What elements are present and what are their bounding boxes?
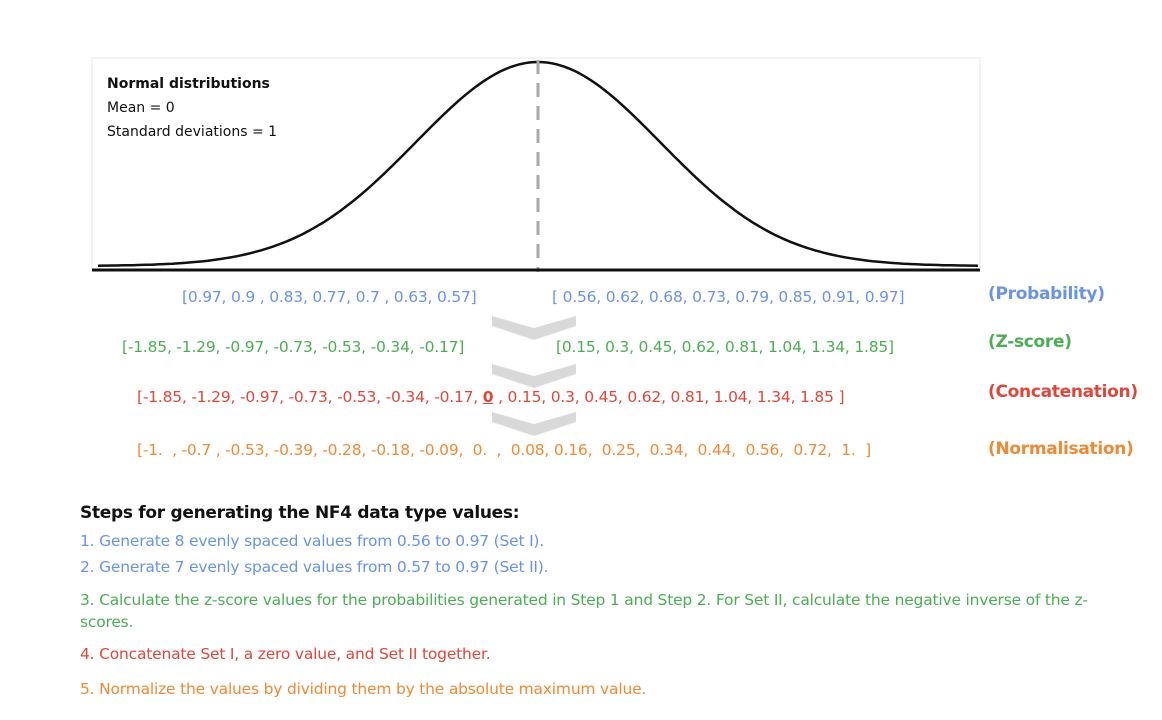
chevron-down-icon (492, 412, 576, 436)
concatenation-set-one: [-1.85, -1.29, -0.97, -0.73, -0.53, -0.3… (137, 388, 483, 406)
normalisation-label: (Normalisation) (988, 439, 1134, 459)
normalisation-values: [-1. , -0.7 , -0.53, -0.39, -0.28, -0.18… (137, 441, 871, 459)
concatenation-values: [-1.85, -1.29, -0.97, -0.73, -0.53, -0.3… (137, 388, 845, 406)
probability-left: [0.97, 0.9 , 0.83, 0.77, 0.7 , 0.63, 0.5… (182, 288, 477, 306)
step-2: 2. Generate 7 evenly spaced values from … (80, 558, 549, 576)
chevron-down-icon (492, 364, 576, 388)
probability-right: [ 0.56, 0.62, 0.68, 0.73, 0.79, 0.85, 0.… (552, 288, 905, 306)
zscore-label: (Z-score) (988, 332, 1072, 352)
step-3: 3. Calculate the z-score values for the … (80, 591, 1088, 631)
step-4: 4. Concatenate Set I, a zero value, and … (80, 645, 491, 663)
legend-std: Standard deviations = 1 (107, 124, 278, 140)
legend: Normal distributions Mean = 0 Standard d… (107, 72, 277, 144)
step-5: 5. Normalize the values by dividing them… (80, 680, 647, 698)
zscore-right: [0.15, 0.3, 0.45, 0.62, 0.81, 1.04, 1.34… (556, 338, 894, 356)
concatenation-set-two: , 0.15, 0.3, 0.45, 0.62, 0.81, 1.04, 1.3… (493, 388, 845, 406)
step-1: 1. Generate 8 evenly spaced values from … (80, 532, 545, 550)
normal-distribution-plot (91, 57, 981, 272)
steps-title: Steps for generating the NF4 data type v… (80, 503, 520, 523)
legend-mean: Mean = 0 (107, 100, 175, 116)
probability-label: (Probability) (988, 284, 1105, 304)
zscore-left: [-1.85, -1.29, -0.97, -0.73, -0.53, -0.3… (122, 338, 465, 356)
concatenation-label: (Concatenation) (988, 382, 1138, 402)
chevron-down-icon (492, 316, 576, 340)
legend-title: Normal distributions (107, 76, 270, 92)
concatenation-zero: 0 (482, 388, 494, 406)
